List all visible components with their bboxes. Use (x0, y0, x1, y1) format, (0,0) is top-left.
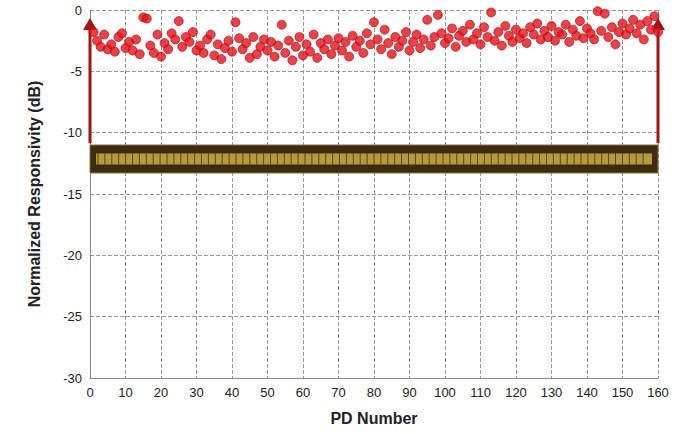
svg-text:-5: -5 (70, 64, 82, 79)
svg-text:70: 70 (331, 385, 345, 400)
svg-text:130: 130 (541, 385, 563, 400)
svg-text:80: 80 (367, 385, 381, 400)
svg-text:-10: -10 (63, 125, 82, 140)
svg-text:Normalized Responsivity (dB): Normalized Responsivity (dB) (26, 81, 43, 308)
svg-text:120: 120 (505, 385, 527, 400)
svg-text:0: 0 (86, 385, 93, 400)
svg-text:50: 50 (260, 385, 274, 400)
svg-text:160: 160 (647, 385, 669, 400)
svg-text:10: 10 (118, 385, 132, 400)
svg-text:0: 0 (75, 3, 82, 18)
svg-text:60: 60 (296, 385, 310, 400)
svg-text:-25: -25 (63, 309, 82, 324)
svg-text:30: 30 (189, 385, 203, 400)
svg-text:110: 110 (470, 385, 491, 400)
svg-text:40: 40 (225, 385, 239, 400)
svg-text:90: 90 (402, 385, 416, 400)
svg-text:-20: -20 (63, 248, 82, 263)
svg-text:140: 140 (576, 385, 598, 400)
svg-text:PD Number: PD Number (330, 410, 417, 427)
svg-text:150: 150 (612, 385, 634, 400)
svg-text:20: 20 (154, 385, 168, 400)
svg-text:-30: -30 (63, 371, 82, 386)
svg-text:100: 100 (434, 385, 456, 400)
svg-text:-15: -15 (63, 187, 82, 202)
